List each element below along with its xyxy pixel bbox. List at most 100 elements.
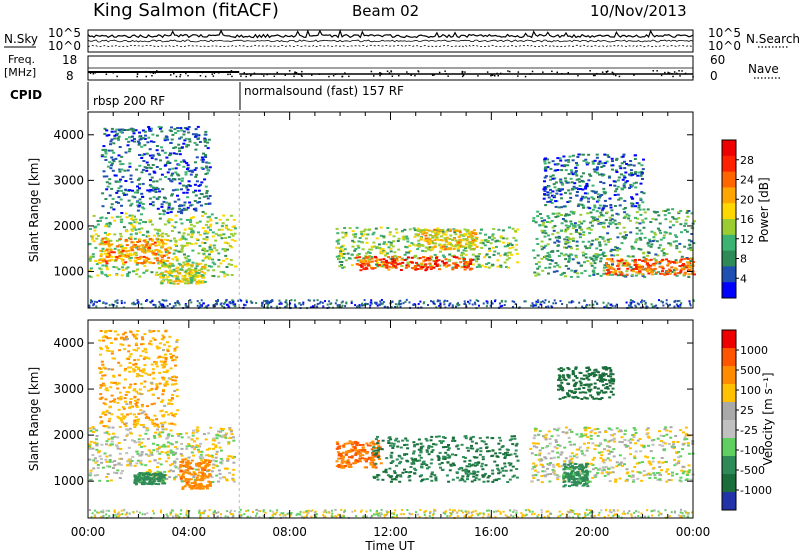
power-cell	[152, 187, 155, 189]
nave-point	[596, 73, 598, 75]
power-cell	[609, 250, 612, 252]
power-cell	[565, 225, 568, 227]
power-cell	[662, 305, 664, 307]
power-cell	[404, 254, 407, 256]
power-cell	[554, 225, 557, 227]
power-cell	[357, 247, 360, 249]
power-cell	[229, 245, 232, 247]
power-cell	[185, 258, 188, 260]
power-cell	[120, 219, 123, 221]
power-cell	[444, 248, 447, 250]
velocity-cell	[125, 394, 128, 396]
power-cell	[556, 213, 559, 215]
velocity-cell	[146, 427, 149, 429]
power-cell	[337, 240, 340, 242]
power-cell	[659, 232, 662, 234]
power-cell	[195, 133, 198, 135]
velocity-cell	[120, 396, 123, 398]
power-cell	[405, 236, 408, 238]
power-cell	[146, 153, 149, 155]
power-cell	[549, 189, 552, 191]
power-cell	[571, 188, 574, 190]
power-cell	[179, 218, 182, 220]
velocity-cell	[125, 422, 128, 424]
power-cell	[226, 274, 229, 276]
power-cell	[231, 274, 234, 276]
power-cell	[536, 243, 539, 245]
power-cell	[132, 246, 135, 248]
power-cell	[630, 172, 633, 174]
power-cell	[454, 245, 457, 247]
velocity-cell	[152, 330, 155, 332]
power-cell	[121, 266, 124, 268]
power-cell	[585, 183, 588, 185]
power-cell	[186, 192, 189, 194]
power-cell	[507, 244, 510, 246]
velocity-cell	[197, 474, 200, 476]
velocity-cell	[125, 339, 128, 341]
power-cell	[570, 301, 572, 303]
noise-search-trace	[88, 45, 693, 46]
power-cell	[638, 264, 641, 266]
power-cell	[560, 274, 563, 276]
power-cell	[109, 143, 112, 145]
power-cell	[493, 237, 496, 239]
power-cell	[96, 301, 98, 303]
power-cell	[579, 185, 582, 187]
power-cell	[136, 201, 139, 203]
velocity-cell	[197, 449, 200, 451]
power-cell	[196, 144, 199, 146]
power-cell	[186, 196, 189, 198]
nave-point	[589, 70, 591, 72]
power-cell	[631, 246, 634, 248]
power-cell	[187, 255, 190, 257]
power-cell	[176, 189, 179, 191]
nave-point	[414, 75, 416, 77]
velocity-cell	[149, 419, 152, 421]
nave-point	[561, 73, 563, 75]
power-cell	[598, 241, 601, 243]
nave-point	[205, 76, 207, 78]
power-cell	[607, 272, 610, 274]
power-cell	[398, 238, 401, 240]
velocity-cell	[89, 472, 92, 474]
power-cell	[396, 232, 399, 234]
power-cell	[365, 238, 368, 240]
power-cell	[609, 198, 612, 200]
power-cell	[168, 207, 171, 209]
power-cell	[199, 221, 202, 223]
power-cell	[187, 234, 190, 236]
velocity-cell	[149, 451, 152, 453]
noise-traces	[88, 31, 693, 47]
power-cell	[667, 263, 670, 265]
nave-point	[246, 73, 248, 75]
velocity-cell	[131, 439, 134, 441]
power-cell	[632, 255, 635, 257]
velocity-cell	[197, 445, 200, 447]
power-cell	[161, 203, 164, 205]
power-cell	[606, 211, 609, 213]
power-cell	[122, 255, 125, 257]
power-cell	[120, 185, 123, 187]
velocity-cell	[189, 462, 192, 464]
power-cell	[572, 159, 575, 161]
power-cell	[631, 205, 634, 207]
velocity-cell	[163, 414, 166, 416]
velocity-cell	[137, 413, 140, 415]
power-cell	[144, 252, 147, 254]
power-cell	[188, 126, 191, 128]
power-cell	[208, 139, 211, 141]
power-cell	[278, 300, 280, 302]
power-cell	[110, 256, 113, 258]
power-cell	[88, 275, 91, 277]
power-cell	[192, 262, 195, 264]
power-cell	[195, 174, 198, 176]
nave-point	[289, 70, 291, 72]
velocity-cell	[203, 474, 206, 476]
power-cell	[611, 164, 614, 166]
velocity-cell	[184, 485, 187, 487]
power-cell	[669, 273, 672, 275]
power-cell	[552, 213, 555, 215]
velocity-cell	[124, 401, 127, 403]
velocity-cell	[134, 396, 137, 398]
